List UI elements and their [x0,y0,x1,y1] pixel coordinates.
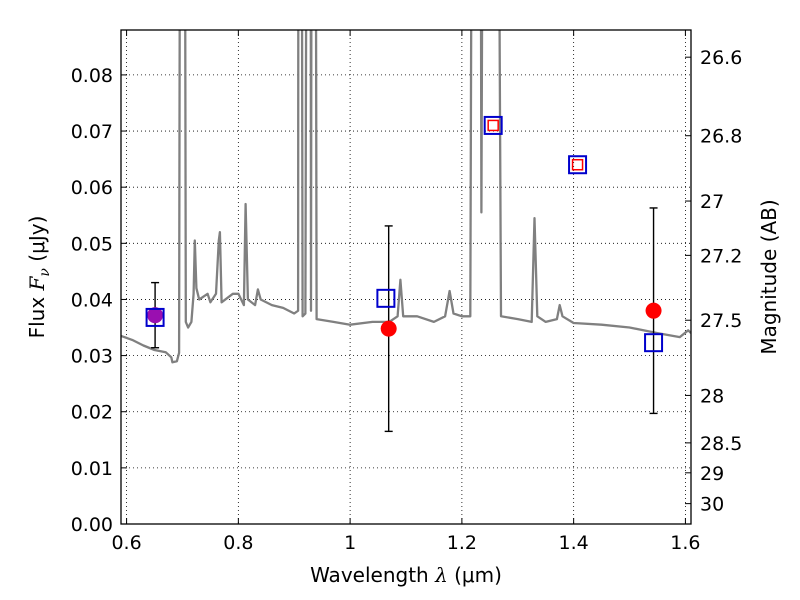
y2-tick-label: 27.2 [700,245,742,267]
y-tick-label: 0.00 [71,514,113,536]
observed-square-point [487,119,499,132]
y2-tick-label: 27.5 [700,310,742,332]
y-tick-label: 0.01 [71,458,113,480]
y-tick-label: 0.07 [71,121,113,143]
model-square [568,155,588,175]
y2-tick-label: 27 [700,191,724,213]
y2-tick-label: 26.8 [700,126,742,148]
y-tick-label: 0.06 [71,177,113,199]
y-tick-label: 0.03 [71,346,113,368]
x-tick-label: 1.4 [559,532,589,554]
observed-point [645,302,662,319]
observed-point [147,307,164,324]
y-tick-label: 0.08 [71,65,113,87]
axis-ticks: 0.6 0.8 1 1.2 1.4 1.6 0.00 0.01 0.02 0.03 0.04 0.05… [71,30,742,554]
y2-axis-title: Magnitude (AB) [757,199,781,354]
x-tick-label: 1.6 [670,532,700,554]
y2-tick-label: 28 [700,385,724,407]
y2-tick-label: 28.5 [700,433,742,455]
model-square [376,288,396,308]
observed-square-point [571,158,584,171]
data-layer [121,30,691,433]
y-axis-title: Flux Fν (μJy) [25,216,53,339]
y-tick-label: 0.04 [71,289,113,311]
grid-lines [121,30,691,525]
spectrum-line [121,30,691,364]
x-tick-label: 1.2 [447,532,477,554]
observed-point [380,320,397,337]
x-tick-label: 1 [344,532,356,554]
y2-tick-label: 30 [700,494,724,516]
model-square [644,333,664,353]
y-tick-label: 0.05 [71,233,113,255]
x-tick-label: 0.6 [111,532,141,554]
x-axis-title: Wavelength λ (μm) [310,563,502,587]
x-tick-label: 0.8 [223,532,253,554]
y2-tick-label: 26.6 [700,47,742,69]
model-square [145,307,165,327]
y2-tick-label: 29 [700,463,724,485]
y-tick-label: 0.02 [71,402,113,424]
plot-frame [120,29,692,525]
model-square [483,115,503,135]
